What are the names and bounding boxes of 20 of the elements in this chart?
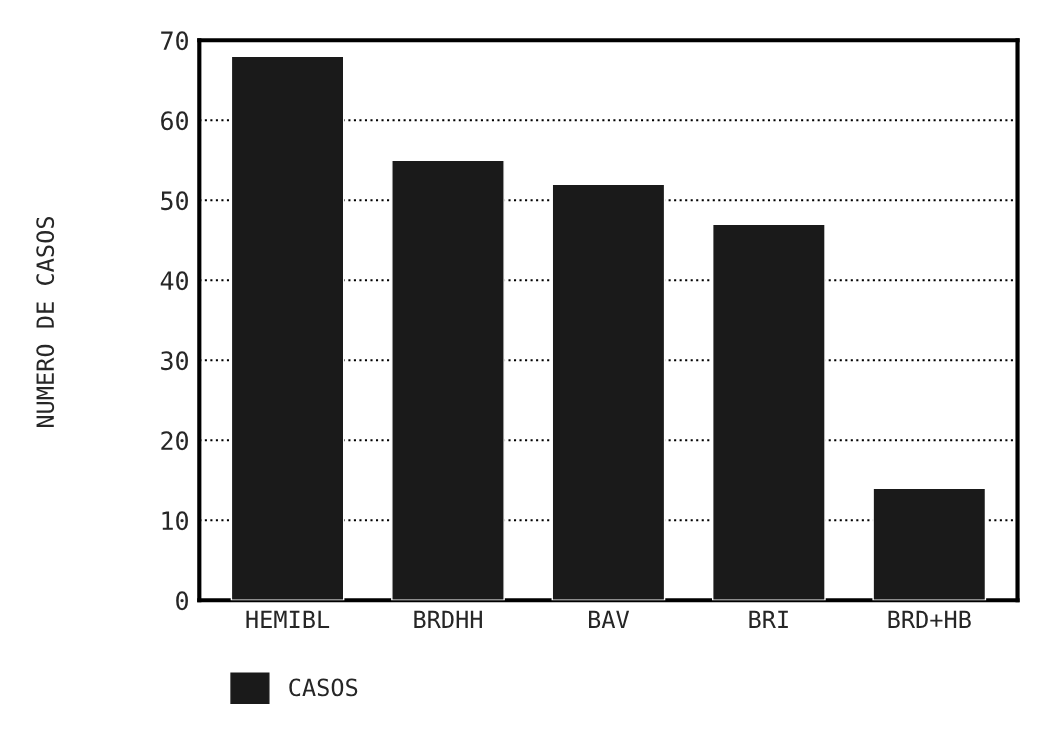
y-tick-label: 20 <box>161 431 188 451</box>
y-tick-label: 0 <box>176 591 188 611</box>
bar <box>391 159 505 601</box>
x-tick-label: BRI <box>749 610 788 629</box>
legend-label: CASOS <box>289 678 358 697</box>
y-tick-label: 40 <box>160 271 188 291</box>
x-tick-label: BAV <box>589 610 630 629</box>
bar <box>230 55 345 601</box>
bar <box>872 487 987 601</box>
x-tick-label: BRD+HB <box>888 610 971 629</box>
bar <box>712 223 826 601</box>
y-tick-label: 10 <box>162 511 188 531</box>
y-tick-label: 70 <box>161 31 188 51</box>
bar <box>551 183 666 601</box>
y-tick-label: 30 <box>161 351 188 371</box>
y-axis-title: NUMERO DE CASOS <box>36 217 55 428</box>
y-tick-label: 50 <box>161 191 188 211</box>
y-tick-label: 60 <box>161 111 188 131</box>
x-tick-label: HEMIBL <box>246 610 330 629</box>
x-tick-label: BRDHH <box>414 610 482 629</box>
